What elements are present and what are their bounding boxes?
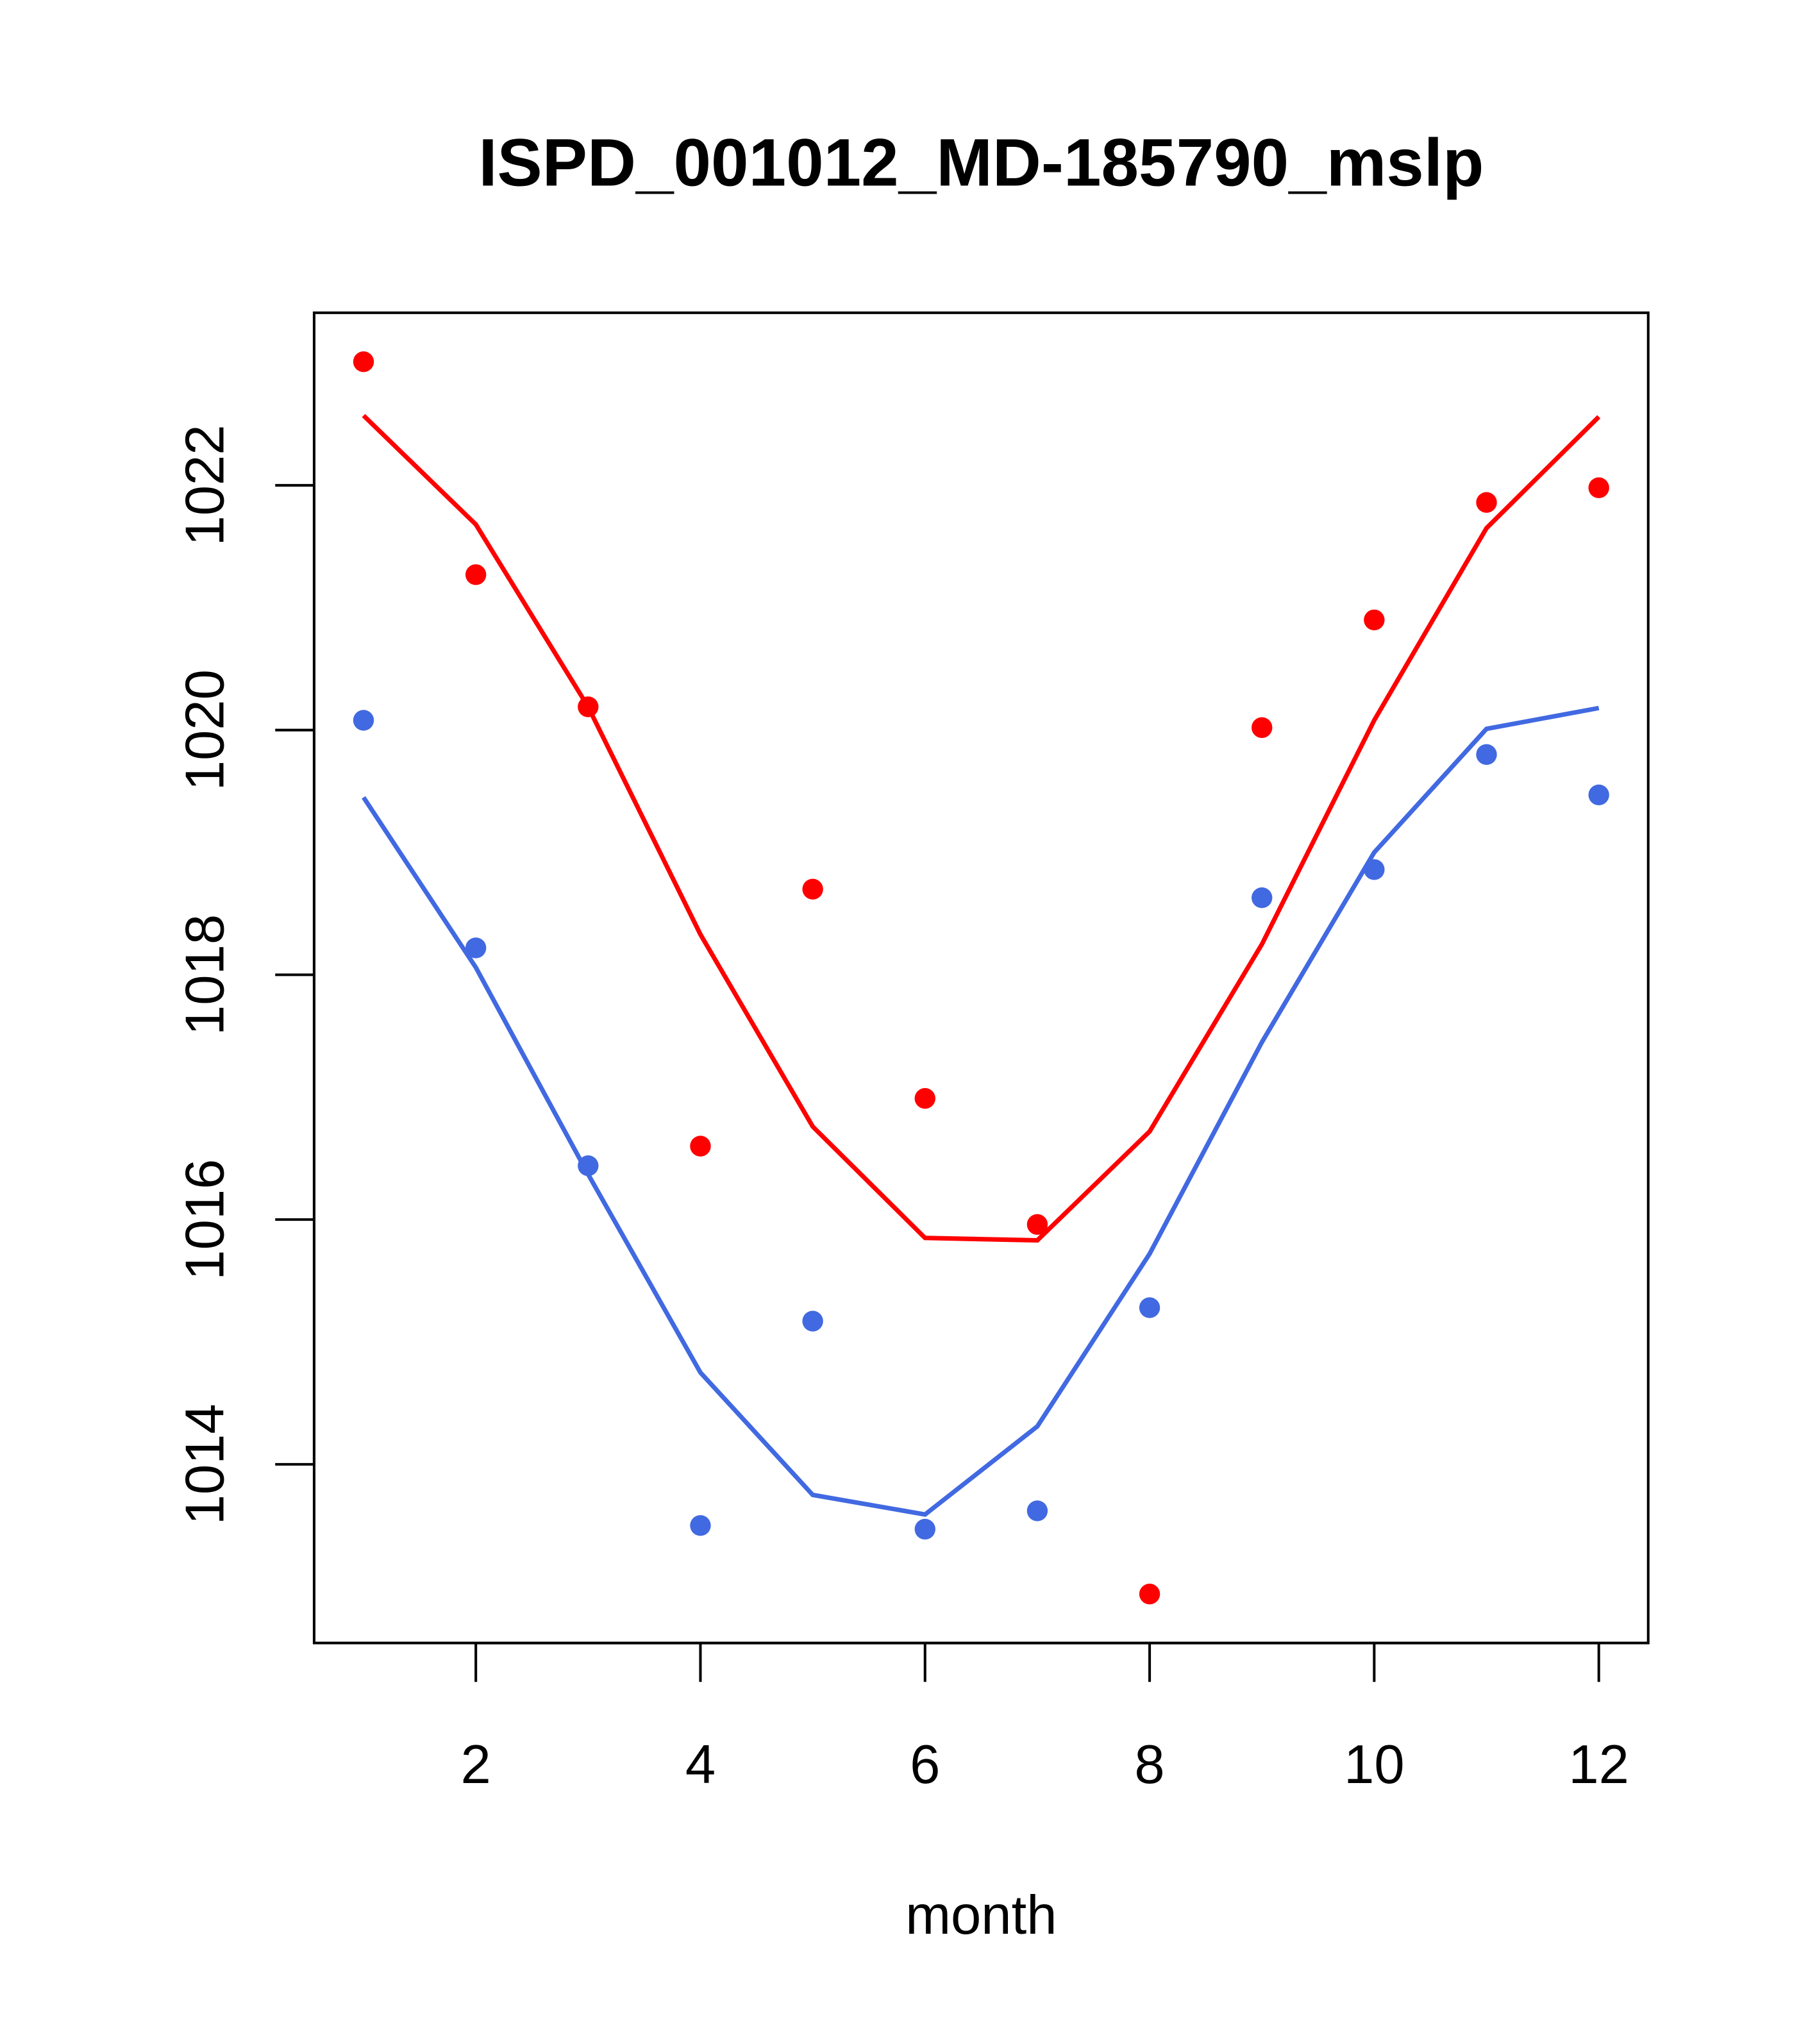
y-tick-label: 1020 [174, 669, 235, 791]
red-points-point [1026, 1214, 1048, 1235]
x-axis-label: month [905, 1885, 1057, 1946]
y-tick-label: 1014 [174, 1403, 235, 1525]
x-tick-label: 10 [1344, 1734, 1405, 1795]
y-axis: 1014 1016 1018 1020 1022 [174, 424, 315, 1525]
blue-points-point [802, 1311, 823, 1332]
blue-points-point [690, 1515, 711, 1536]
red-points-point [353, 351, 374, 373]
plot-marks [353, 351, 1609, 1605]
blue-line-series [362, 705, 1600, 1517]
y-tick-label: 1022 [174, 424, 235, 546]
red-points-point [1252, 717, 1273, 739]
red-points-point [802, 878, 823, 900]
blue-points-point [1588, 784, 1609, 806]
blue-points-point [465, 937, 487, 959]
red-line-series [362, 414, 1601, 1243]
red-points-point [690, 1135, 711, 1157]
blue-points-point [1139, 1297, 1160, 1318]
red-points-point [914, 1087, 935, 1109]
red-points-point [1476, 492, 1497, 513]
x-tick-label: 12 [1568, 1734, 1629, 1795]
blue-points-point [353, 710, 374, 731]
chart-title: ISPD_001012_MD-185790_mslp [478, 125, 1484, 200]
blue-points-point [914, 1518, 935, 1540]
x-tick-label: 8 [1134, 1734, 1164, 1795]
red-points-point [1588, 477, 1609, 498]
blue-points-point [1026, 1500, 1048, 1521]
red-points-point [1139, 1584, 1160, 1605]
blue-points-point [1252, 887, 1273, 909]
y-tick-label: 1018 [174, 914, 235, 1035]
x-axis: 2 4 6 8 10 12 [461, 1641, 1629, 1795]
y-tick-label: 1016 [174, 1159, 235, 1280]
red-points-point [1364, 609, 1385, 631]
x-tick-label: 6 [910, 1734, 940, 1795]
x-tick-label: 4 [685, 1734, 716, 1795]
plot-frame [312, 311, 1650, 1645]
blue-points-point [1476, 744, 1497, 766]
red-points-point [465, 564, 487, 585]
x-tick-label: 2 [461, 1734, 491, 1795]
